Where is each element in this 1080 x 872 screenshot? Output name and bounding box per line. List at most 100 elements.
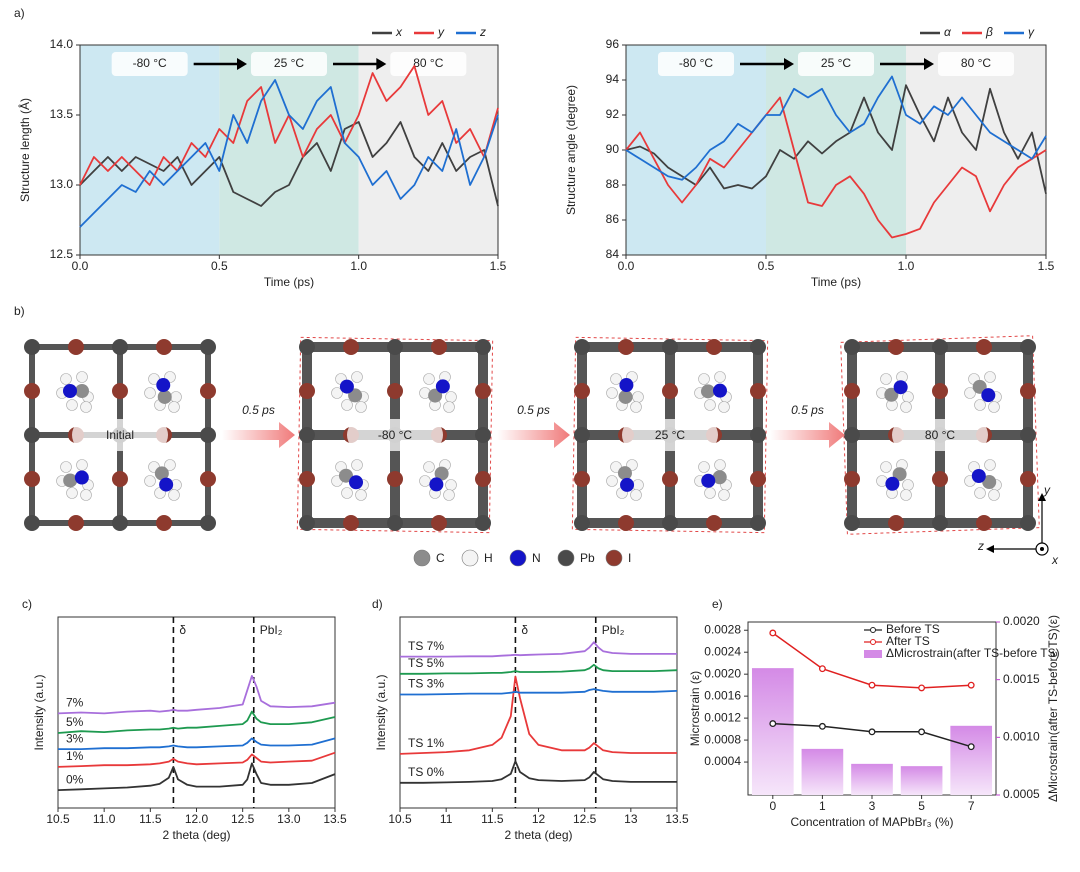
n-atom (74, 470, 89, 485)
i-atom (343, 339, 359, 355)
point (918, 728, 926, 736)
y-tick-label: 0.0004 (704, 754, 741, 768)
n-atom (981, 388, 996, 403)
legend-label: After TS (886, 634, 930, 648)
h-atom (419, 475, 431, 487)
y-axis-label: Microstrain (ε) (688, 671, 702, 746)
h-atom (355, 401, 367, 413)
series-label: TS 1% (408, 736, 444, 750)
h-atom (964, 387, 976, 399)
n-atom (156, 378, 171, 393)
h-atom (355, 489, 367, 501)
pb-atom (200, 515, 216, 531)
pb-atom (750, 515, 766, 531)
atom-legend-swatch (509, 549, 527, 567)
point (818, 665, 826, 673)
pb-atom (662, 339, 678, 355)
x-tick-label: 5 (918, 799, 925, 813)
series-line (57, 751, 336, 768)
i-atom (574, 383, 590, 399)
y-tick-label: 88 (606, 177, 620, 191)
bar (950, 725, 993, 795)
i-atom (706, 339, 722, 355)
h-atom (606, 475, 618, 487)
pb-atom (299, 339, 315, 355)
i-atom (387, 471, 403, 487)
panel-label: b) (14, 304, 25, 318)
c-atom (75, 384, 89, 398)
axis-arrowhead (986, 545, 994, 553)
x-tick-label: 0.0 (618, 259, 635, 273)
pb-atom (844, 515, 860, 531)
x-tick-label: 1.5 (490, 259, 507, 273)
h-atom (902, 479, 914, 491)
pb-atom (200, 427, 216, 443)
state-label: 25 °C (655, 428, 685, 442)
atom-legend-label: N (532, 551, 541, 565)
panel-label: c) (22, 597, 32, 611)
point (967, 681, 975, 689)
h-atom (168, 489, 180, 501)
x-tick-label: 11.0 (93, 812, 116, 826)
x-tick-label: 1.0 (350, 259, 367, 273)
axis-name: y (1043, 483, 1051, 497)
y2-tick-label: 0.0020 (1003, 614, 1040, 628)
pb-atom (475, 427, 491, 443)
pb-atom (932, 339, 948, 355)
x-tick-label: 3 (869, 799, 876, 813)
cell-outline (840, 335, 1040, 535)
c-atom (982, 475, 997, 489)
y-tick-label: 12.5 (50, 247, 74, 261)
h-atom (76, 459, 88, 471)
reference-label: PbI₂ (260, 623, 283, 637)
n-atom (701, 473, 716, 488)
i-atom (888, 515, 904, 531)
pb-atom (387, 339, 403, 355)
series-line (79, 79, 499, 228)
i-atom (68, 339, 84, 355)
h-atom (76, 371, 88, 383)
y2-tick-label: 0.0015 (1003, 672, 1040, 686)
series-label: TS 7% (408, 639, 444, 653)
y-axis-label: Intensity (a.u.) (374, 674, 388, 750)
h-atom (66, 487, 78, 499)
bar (851, 763, 893, 795)
axis-arrowhead (1038, 493, 1046, 501)
state-glow (347, 419, 443, 451)
state-label: Initial (106, 428, 134, 442)
atom-legend-label: H (484, 551, 493, 565)
pb-atom (112, 515, 128, 531)
region-arrowhead (237, 58, 247, 70)
x-tick-label: 11.5 (139, 812, 162, 826)
axis-name: x (1051, 553, 1059, 567)
h-atom (606, 387, 618, 399)
h-atom (718, 489, 730, 501)
i-atom (200, 471, 216, 487)
x-tick-label: 13 (624, 812, 638, 826)
plot-frame (79, 44, 499, 256)
h-atom (714, 459, 726, 471)
i-atom (932, 471, 948, 487)
y-tick-label: 90 (606, 142, 620, 156)
h-atom (443, 401, 455, 413)
x-tick-label: 13.5 (323, 812, 347, 826)
n-atom (159, 477, 174, 492)
y2-tick-label: 0.0010 (1003, 730, 1040, 744)
bar (801, 748, 844, 795)
state-glow (72, 419, 168, 451)
region-label: -80 °C (133, 56, 167, 70)
i-atom (112, 471, 128, 487)
panel-label: d) (372, 597, 383, 611)
i-atom (24, 471, 40, 487)
x-axis-label: Time (ps) (811, 275, 861, 289)
pb-atom (1020, 339, 1036, 355)
point (868, 681, 876, 689)
h-atom (445, 479, 457, 491)
i-atom (343, 515, 359, 531)
y-axis-label: Structure length (Å) (17, 98, 32, 202)
i-atom (750, 471, 766, 487)
h-atom (974, 399, 986, 411)
n-atom (885, 476, 900, 491)
h-atom (341, 487, 353, 499)
c-atom (618, 389, 633, 404)
